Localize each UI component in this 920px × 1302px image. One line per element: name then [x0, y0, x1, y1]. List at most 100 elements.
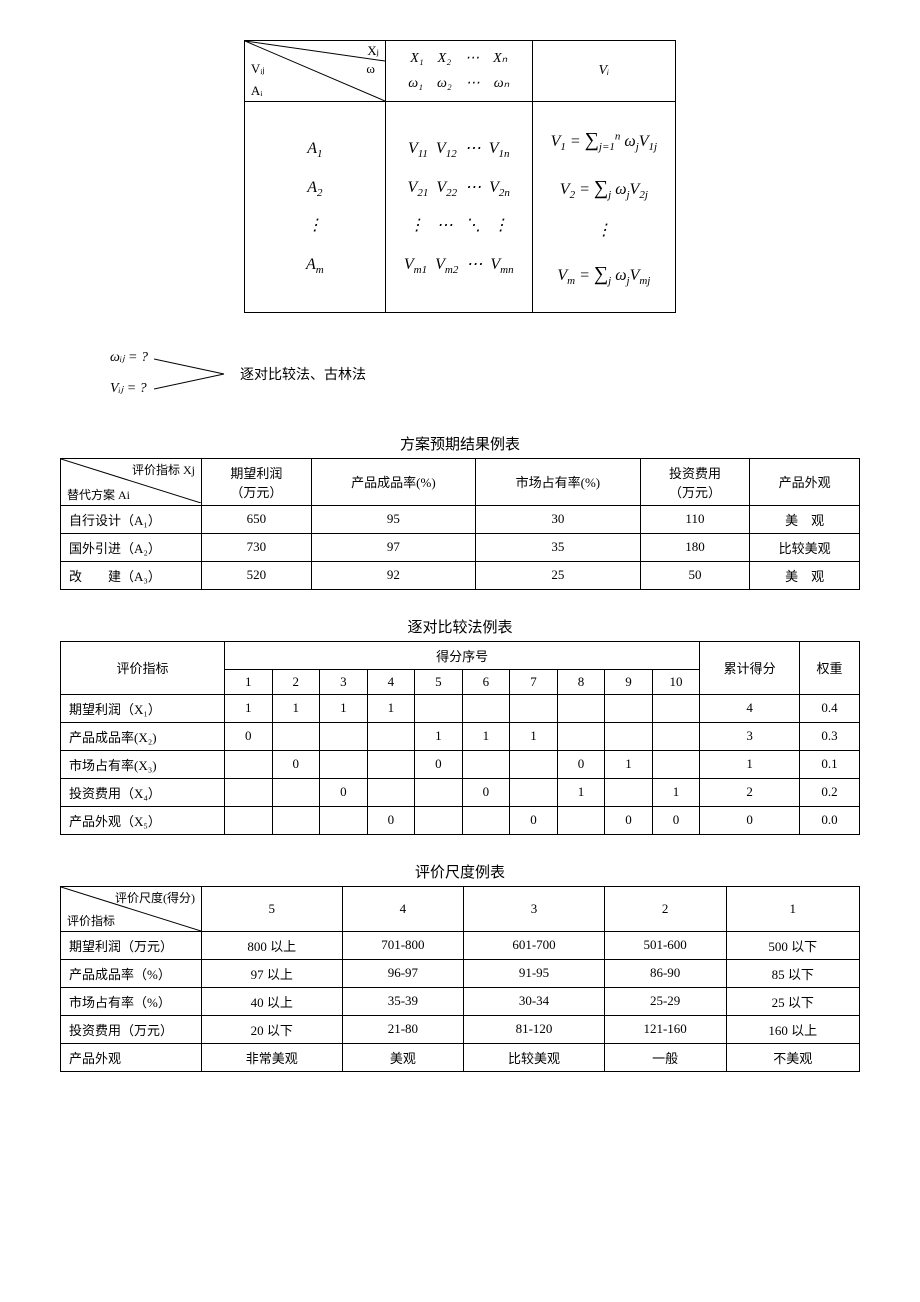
weight-cell: 0.2 — [800, 778, 860, 806]
score-cell: 0 — [415, 750, 463, 778]
table-row: 国外引进（A₂）7309735180比较美观 — [61, 533, 860, 561]
score-cell — [652, 694, 700, 722]
score-cell: 0 — [272, 750, 320, 778]
cell: 35-39 — [342, 987, 464, 1015]
total-cell: 1 — [700, 750, 800, 778]
row-name: 市场占有率（%） — [61, 987, 202, 1015]
cell: 25-29 — [604, 987, 726, 1015]
weight-cell: 0.0 — [800, 806, 860, 834]
scale-col-3: 2 — [604, 886, 726, 931]
score-cell — [652, 750, 700, 778]
score-cell: 1 — [320, 694, 368, 722]
table-row: 产品成品率（%）97 以上96-9791-9586-9085 以下 — [61, 959, 860, 987]
framework-header-x: X₁ X₂ ⋯ Xₙ ω₁ ω₂ ⋯ ωₙ — [385, 41, 532, 102]
expected-col-0: 期望利润（万元） — [202, 458, 312, 505]
cell: 21-80 — [342, 1015, 464, 1043]
score-cell: 1 — [510, 722, 558, 750]
pairwise-col-scoreseq: 得分序号 — [224, 641, 699, 669]
weight-cell: 0.1 — [800, 750, 860, 778]
note-omega: ωᵢⱼ = ? — [110, 343, 148, 374]
score-cell — [510, 778, 558, 806]
cell: 110 — [640, 505, 750, 533]
table-row: 产品外观（X₅）000000.0 — [61, 806, 860, 834]
cell: 非常美观 — [202, 1043, 343, 1071]
seq-header: 9 — [605, 669, 653, 694]
score-cell: 0 — [605, 806, 653, 834]
cell: 701-800 — [342, 931, 464, 959]
cell: 30 — [476, 505, 640, 533]
score-cell — [320, 806, 368, 834]
score-cell: 0 — [462, 778, 510, 806]
score-cell: 1 — [605, 750, 653, 778]
score-cell: 1 — [367, 694, 415, 722]
col-label: 期望利润 — [208, 463, 305, 482]
framework-vi-col: V1 = ∑j=1n ωjV1j V2 = ∑j ωjV2j ⋮ Vm = ∑j… — [532, 102, 676, 313]
expected-col-2: 市场占有率(%) — [476, 458, 640, 505]
framework-diag-header: Xⱼ Vᵢⱼ ω Aᵢ — [244, 41, 385, 102]
score-cell — [605, 778, 653, 806]
score-cell: 0 — [224, 722, 272, 750]
seq-header: 7 — [510, 669, 558, 694]
score-cell: 0 — [652, 806, 700, 834]
note-v: Vᵢⱼ = ? — [110, 374, 148, 405]
score-cell: 1 — [272, 694, 320, 722]
col-label: 产品成品率(%) — [318, 472, 469, 491]
col-sub: （万元） — [647, 482, 744, 501]
score-cell: 1 — [557, 778, 605, 806]
total-cell: 3 — [700, 722, 800, 750]
cell: 美 观 — [750, 505, 860, 533]
scale-diag-top: 评价尺度(得分) — [115, 889, 195, 906]
table-row: 期望利润（万元）800 以上701-800601-700501-600500 以… — [61, 931, 860, 959]
framework-table: Xⱼ Vᵢⱼ ω Aᵢ X₁ X₂ ⋯ Xₙ ω₁ ω₂ ⋯ ωₙ Vᵢ A1 … — [244, 40, 676, 313]
header-x-row: X₁ X₂ ⋯ Xₙ — [396, 46, 522, 71]
cell: 95 — [311, 505, 475, 533]
pairwise-caption: 逐对比较法例表 — [60, 616, 860, 637]
row-name: 产品成品率（%） — [61, 959, 202, 987]
row-name: 期望利润（万元） — [61, 931, 202, 959]
method-note: ωᵢⱼ = ? Vᵢⱼ = ? 逐对比较法、古林法 — [110, 343, 860, 405]
cell: 96-97 — [342, 959, 464, 987]
cell: 97 以上 — [202, 959, 343, 987]
label-ai: Aᵢ — [251, 83, 263, 99]
scale-diag-header: 评价尺度(得分) 评价指标 — [61, 886, 202, 931]
cell: 美观 — [342, 1043, 464, 1071]
scale-col-0: 5 — [202, 886, 343, 931]
score-cell: 1 — [224, 694, 272, 722]
table-row: 产品外观非常美观美观比较美观一般不美观 — [61, 1043, 860, 1071]
cell: 81-120 — [464, 1015, 605, 1043]
score-cell — [415, 778, 463, 806]
framework-header-vi: Vᵢ — [532, 41, 676, 102]
table-row: 投资费用（万元）20 以下21-8081-120121-160160 以上 — [61, 1015, 860, 1043]
cell: 160 以上 — [726, 1015, 860, 1043]
score-cell — [224, 750, 272, 778]
cell: 97 — [311, 533, 475, 561]
score-cell — [367, 750, 415, 778]
score-cell — [462, 806, 510, 834]
row-name: 市场占有率(X₃) — [61, 750, 225, 778]
framework-col-a: A1 A2 ⋮ Am — [244, 102, 385, 313]
total-cell: 0 — [700, 806, 800, 834]
scale-table: 评价尺度(得分) 评价指标 5 4 3 2 1 期望利润（万元）800 以上70… — [60, 886, 860, 1072]
scale-col-4: 1 — [726, 886, 860, 931]
weight-cell: 0.4 — [800, 694, 860, 722]
score-cell: 1 — [415, 722, 463, 750]
cell: 91-95 — [464, 959, 605, 987]
label-xj: Xⱼ — [367, 43, 379, 59]
table-row: 市场占有率（%）40 以上35-3930-3425-2925 以下 — [61, 987, 860, 1015]
score-cell — [224, 778, 272, 806]
table-row: 自行设计（A₁）6509530110美 观 — [61, 505, 860, 533]
score-cell — [320, 722, 368, 750]
scale-col-2: 3 — [464, 886, 605, 931]
score-cell — [462, 694, 510, 722]
pairwise-col-metric: 评价指标 — [61, 641, 225, 694]
score-cell — [652, 722, 700, 750]
cell: 40 以上 — [202, 987, 343, 1015]
label-vij: Vᵢⱼ — [251, 61, 265, 77]
cell: 比较美观 — [750, 533, 860, 561]
row-name: 国外引进（A₂） — [61, 533, 202, 561]
col-label: 投资费用 — [647, 463, 744, 482]
seq-header: 5 — [415, 669, 463, 694]
cell: 一般 — [604, 1043, 726, 1071]
col-label: 市场占有率(%) — [482, 472, 633, 491]
pairwise-table: 评价指标 得分序号 累计得分 权重 12345678910 期望利润（X₁）11… — [60, 641, 860, 835]
